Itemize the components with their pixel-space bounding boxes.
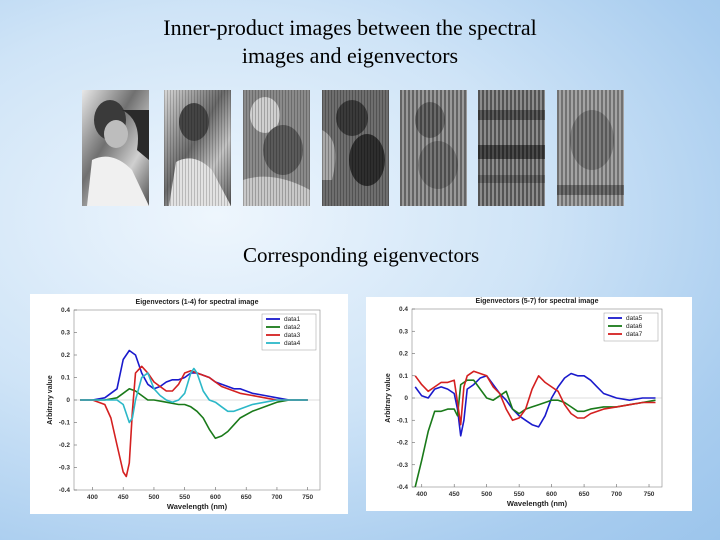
slide-title: Inner-product images between the spectra… [163, 15, 537, 68]
chart-eigenvectors-5-7: Eigenvectors (5-7) for spectral image 400… [385, 298, 663, 508]
right-chart-ytick-label-5: -0.1 [397, 417, 409, 424]
left-chart-series-data3 [80, 365, 308, 478]
right-chart-xtick-label-4: 600 [546, 491, 557, 498]
left-chart-xtick-label-6: 700 [272, 494, 283, 501]
left-chart-ytick-label-4: 0 [66, 397, 70, 404]
left-chart-ytick-label-2: 0.2 [61, 352, 70, 359]
left-chart-ylabel: Arbitrary value [47, 375, 54, 425]
inner-product-image-5 [400, 90, 467, 206]
right-chart-legend-label-data7: data7 [626, 331, 643, 338]
left-chart-ytick-label-5: -0.1 [59, 420, 71, 427]
inner-product-image-3-graphic [243, 90, 310, 206]
chart-panel-eigenvectors-1-4: Eigenvectors (1-4) for spectral image 400… [30, 294, 348, 514]
right-chart-xtick-label-1: 450 [449, 491, 460, 498]
left-chart-legend-label-data4: data4 [284, 340, 301, 347]
inner-product-image-7-graphic [557, 90, 624, 206]
inner-product-image-2 [164, 90, 231, 206]
chart-eigenvectors-1-4: Eigenvectors (1-4) for spectral image 400… [47, 299, 321, 511]
inner-product-image-4 [322, 90, 389, 206]
right-chart-xtick-label-3: 550 [514, 491, 525, 498]
left-chart-title: Eigenvectors (1-4) for spectral image [136, 299, 259, 306]
right-chart-series-data7 [414, 370, 656, 426]
left-chart-series-data4 [80, 367, 308, 424]
left-chart-xtick-label-0: 400 [87, 494, 98, 501]
left-chart-legend-label-data1: data1 [284, 316, 301, 323]
right-chart-ylabel: Arbitrary value [385, 373, 392, 423]
left-chart-legend-box [261, 313, 317, 351]
left-chart-xlabel: Wavelength (nm) [167, 502, 228, 511]
left-chart-xtick-label-3: 550 [179, 494, 190, 501]
left-chart-series-data1 [80, 349, 308, 401]
right-chart-xlabel: Wavelength (nm) [507, 499, 568, 508]
right-chart-ytick-label-2: 0.2 [399, 351, 408, 358]
inner-product-image-1 [82, 90, 149, 206]
left-chart-ytick-label-1: 0.3 [61, 330, 70, 337]
left-chart-series-data2 [80, 388, 308, 440]
right-chart-series-data6 [414, 379, 656, 488]
right-chart-legend-label-data5: data5 [626, 315, 643, 322]
left-chart-ytick-label-0: 0.4 [61, 307, 70, 314]
inner-product-image-2-graphic [164, 90, 231, 206]
right-chart-ytick-label-7: -0.3 [397, 462, 409, 469]
left-chart-xtick-label-7: 750 [302, 494, 313, 501]
inner-product-image-1-graphic [82, 90, 149, 206]
left-chart-xtick-label-4: 600 [210, 494, 221, 501]
inner-product-image-6 [478, 90, 545, 206]
slide-subtitle: Corresponding eigenvectors [243, 243, 480, 267]
right-chart-ytick-label-3: 0.1 [399, 373, 408, 380]
left-chart-legend-label-data3: data3 [284, 332, 301, 339]
right-chart-ytick-label-8: -0.4 [397, 484, 409, 491]
left-chart-legend-label-data2: data2 [284, 324, 301, 331]
inner-product-image-6-graphic [478, 90, 545, 206]
left-chart-ytick-label-6: -0.2 [59, 442, 71, 449]
left-chart-ytick-label-8: -0.4 [59, 487, 71, 494]
right-chart-ytick-label-1: 0.3 [399, 328, 408, 335]
right-chart-xtick-label-7: 750 [644, 491, 655, 498]
right-chart-legend-label-data6: data6 [626, 323, 643, 330]
inner-product-images [82, 90, 642, 206]
right-chart-ytick-label-0: 0.4 [399, 306, 408, 313]
inner-product-image-4-graphic [322, 90, 389, 206]
inner-product-image-3 [243, 90, 310, 206]
left-chart-ytick-label-7: -0.3 [59, 465, 71, 472]
left-chart-xtick-label-5: 650 [241, 494, 252, 501]
right-chart-series-data5 [414, 372, 656, 437]
right-chart-xtick-label-2: 500 [481, 491, 492, 498]
inner-product-image-7 [557, 90, 624, 206]
inner-product-image-5-graphic [400, 90, 467, 206]
right-chart-ytick-label-6: -0.2 [397, 440, 409, 447]
chart-panel-eigenvectors-5-7: Eigenvectors (5-7) for spectral image 400… [366, 297, 692, 511]
right-chart-title: Eigenvectors (5-7) for spectral image [476, 298, 599, 305]
right-chart-xtick-label-0: 400 [416, 491, 427, 498]
right-chart-xtick-label-6: 700 [611, 491, 622, 498]
left-chart-ytick-label-3: 0.1 [61, 375, 70, 382]
right-chart-ytick-label-4: 0 [404, 395, 408, 402]
left-chart-xtick-label-2: 500 [149, 494, 160, 501]
left-chart-xtick-label-1: 450 [118, 494, 129, 501]
right-chart-xtick-label-5: 650 [579, 491, 590, 498]
